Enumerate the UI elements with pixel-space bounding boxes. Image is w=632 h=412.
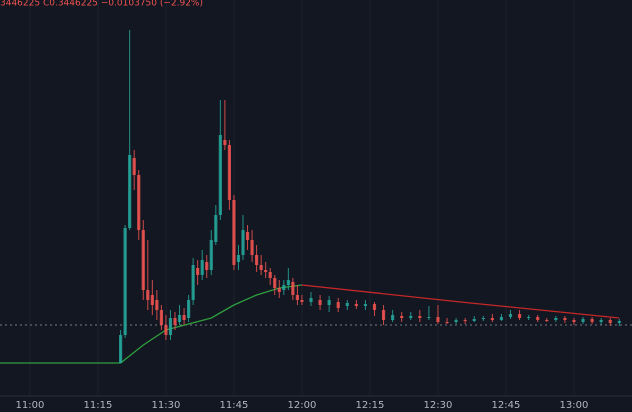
candle-body [300,300,304,302]
candle-body [372,304,377,310]
candle-body [427,317,431,318]
indicator-line [301,284,620,319]
candle-body [282,285,286,290]
candle-body [150,295,154,305]
candle-body [137,175,141,230]
candle-body [327,300,331,305]
candle-body [223,140,227,145]
candle-body [608,320,612,323]
x-tick-label: 12:30 [424,400,453,411]
candle-body [155,300,159,310]
candle-body [227,145,232,200]
ohlc-header: 3446225 C0.3446225 −0.0103750 (−2.92%) [0,0,203,9]
candle-body [590,319,594,322]
candle-body [481,318,485,319]
candle-body [200,260,204,275]
candle-body [463,320,467,321]
candle-body [173,318,177,325]
candle-body [164,325,168,335]
candle-body [241,230,245,255]
candle-body [563,318,567,320]
candle-body [418,316,422,318]
candle-body [517,314,522,318]
candle-body [187,300,191,318]
x-tick-label: 13:00 [560,400,589,411]
candle-body [159,310,164,325]
candle-body [536,317,540,320]
candle-body [599,320,603,322]
candle-body [236,255,241,262]
candle-body [277,288,281,292]
candle-body [490,318,494,320]
candle-body [309,298,313,302]
candle-body [273,278,277,288]
candle-body [245,232,250,240]
candle-body [499,317,504,320]
candle-body [527,317,531,318]
candle-body [445,322,449,323]
candle-body [123,228,127,335]
candle-body [259,265,263,270]
candle-body [214,215,218,242]
x-tick-label: 11:00 [16,400,45,411]
candle-body [508,314,513,317]
candle-body [209,240,213,270]
candle-body [409,316,413,318]
candle-body [318,300,322,305]
candle-body [617,321,621,323]
x-tick-label: 11:45 [220,400,249,411]
candle-body [191,265,195,300]
candle-body [391,315,395,320]
candle-body [250,240,254,255]
candle-body [454,320,458,322]
candle-body [545,320,549,321]
indicator-line [0,284,302,364]
candle-body [146,290,150,300]
candle-body [132,158,136,175]
candle-body [291,282,295,295]
grid [29,0,575,395]
candle-body [268,272,272,278]
candle-body [141,230,145,290]
x-tick-label: 12:15 [356,400,385,411]
candle-body [196,268,200,275]
candle-body [572,320,576,322]
candle-body [205,262,209,270]
candle-body [581,319,585,322]
x-tick-label: 11:30 [152,400,181,411]
candle-body [286,280,290,285]
candle-body [128,155,132,228]
x-tick-label: 12:00 [288,400,317,411]
candle-body [218,135,222,215]
candle-body [295,295,300,300]
candle-body [472,319,476,321]
x-axis: 11:00 11:15 11:30 11:45 12:00 12:15 12:30 12:45… [16,400,589,411]
candle-body [400,316,404,318]
candle-body [336,302,340,308]
candle-body [264,270,268,272]
candle-body [436,317,440,322]
candle-body [363,304,368,306]
candle-body [554,318,558,320]
candle-body [255,255,259,265]
marks [0,30,632,364]
candle-body [381,310,386,320]
x-tick-label: 11:15 [84,400,113,411]
x-tick-label: 12:45 [492,400,521,411]
candle-body [232,200,236,265]
candle-body [345,303,349,306]
candle-body [177,315,182,322]
candle-body [168,318,173,335]
candle-body [354,304,358,306]
candle-body [182,315,186,320]
candle-body [118,335,123,363]
